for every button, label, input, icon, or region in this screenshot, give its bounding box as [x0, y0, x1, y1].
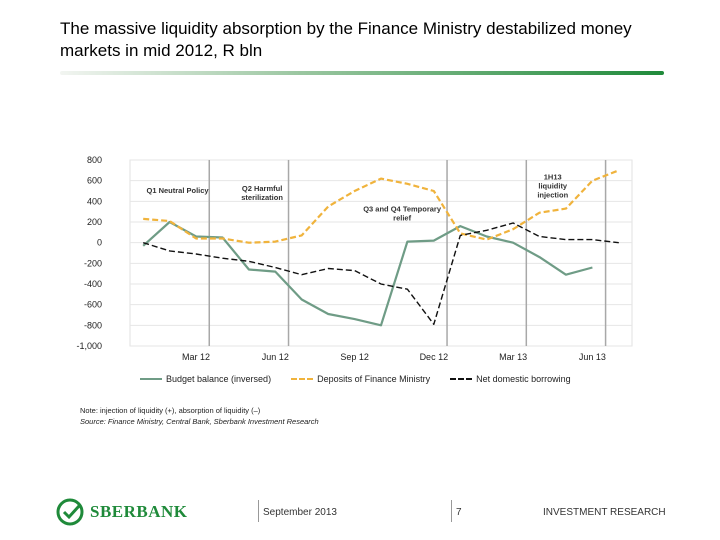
x-tick-label: Mar 12	[182, 352, 210, 362]
series-line-budget	[142, 220, 593, 327]
legend-label-borrowing: Net domestic borrowing	[476, 374, 571, 384]
sberbank-logo: SBERBANK	[56, 498, 188, 526]
annotation-line: Q2 Harmful	[242, 184, 282, 193]
annotation-line: relief	[393, 214, 411, 223]
y-tick-label: 400	[87, 196, 102, 206]
y-tick-label: 200	[87, 217, 102, 227]
annotation-line: 1H13	[544, 173, 562, 182]
annotation-line: Q1 Neutral Policy	[147, 186, 210, 195]
series-line-borrowing	[142, 222, 619, 325]
chart-legend: Budget balance (inversed) Deposits of Fi…	[140, 374, 571, 384]
logo-wordmark: SBERBANK	[90, 502, 188, 521]
annotation-line: liquidity	[538, 182, 568, 191]
period-annotation: 1H13 liquidity injection	[537, 173, 568, 200]
y-tick-label: -800	[84, 320, 102, 330]
x-tick-label: Sep 12	[340, 352, 369, 362]
footer-divider	[451, 500, 452, 522]
sberbank-logo-icon	[56, 498, 84, 526]
annotation-line: injection	[537, 191, 568, 200]
slide-title: The massive liquidity absorption by the …	[60, 19, 632, 60]
series-line-deposits	[143, 169, 620, 244]
x-tick-label: Mar 13	[499, 352, 527, 362]
chart-notes: Note: injection of liquidity (+), absorp…	[80, 405, 319, 427]
footer-department: INVESTMENT RESEARCH	[543, 507, 666, 518]
y-tick-label: -200	[84, 258, 102, 268]
page-number: 7	[456, 507, 462, 518]
period-annotation: Q3 and Q4 Temporary relief	[363, 205, 442, 223]
title-divider	[60, 71, 664, 75]
y-tick-label: -1,000	[76, 341, 102, 351]
x-tick-label: Jun 13	[579, 352, 606, 362]
y-tick-label: 600	[87, 176, 102, 186]
legend-item-deposits: Deposits of Finance Ministry	[291, 374, 430, 384]
source-text: Source: Finance Ministry, Central Bank, …	[80, 417, 319, 426]
y-tick-label: 0	[97, 238, 102, 248]
period-annotation: Q2 Harmful sterilization	[241, 184, 283, 202]
footer-divider	[258, 500, 259, 522]
annotation-line: sterilization	[241, 193, 283, 202]
y-tick-label: 800	[87, 155, 102, 165]
note-text: Note: injection of liquidity (+), absorp…	[80, 406, 261, 415]
annotation-line: Q3 and Q4 Temporary	[363, 205, 442, 214]
x-tick-label: Jun 12	[262, 352, 289, 362]
legend-label-budget: Budget balance (inversed)	[166, 374, 272, 384]
liquidity-chart: 800 600 400 200 0 -200 -400 -600 -800 -1,000 Mar 1…	[76, 155, 633, 362]
x-tick-label: Dec 12	[420, 352, 449, 362]
period-annotation: Q1 Neutral Policy	[147, 186, 210, 195]
y-tick-label: -400	[84, 279, 102, 289]
legend-swatch-borrowing	[450, 378, 473, 380]
legend-label-deposits: Deposits of Finance Ministry	[317, 374, 431, 384]
y-tick-label: -600	[84, 300, 102, 310]
footer-date: September 2013	[263, 507, 337, 518]
legend-swatch-budget	[140, 378, 162, 380]
legend-item-borrowing: Net domestic borrowing	[450, 374, 571, 384]
legend-swatch-deposits	[291, 378, 314, 380]
legend-item-budget: Budget balance (inversed)	[140, 374, 271, 384]
